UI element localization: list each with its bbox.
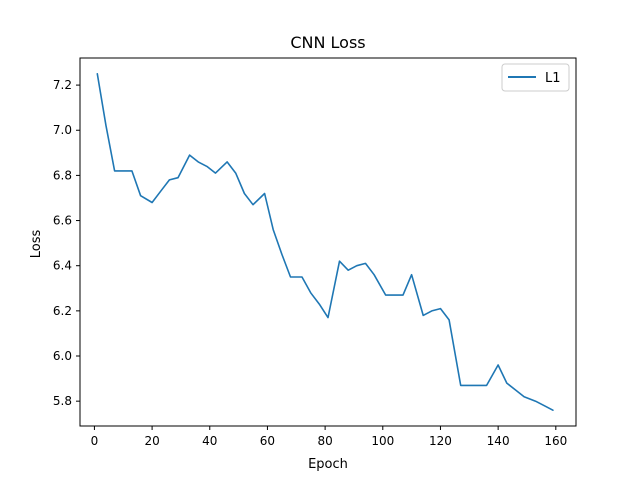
series-line-l1 [96, 73, 554, 412]
y-tick-label: 6.4 [53, 259, 72, 273]
x-axis-label: Epoch [308, 457, 348, 472]
y-tick-label: 6.6 [53, 214, 72, 228]
legend-label-l1: L1 [545, 71, 561, 86]
x-tick-label: 140 [487, 434, 510, 448]
y-tick-label: 6.0 [53, 349, 72, 363]
y-tick-label: 7.2 [53, 78, 72, 92]
x-axis-ticks: 0 20 40 60 80 100 120 140 160 [91, 426, 567, 448]
x-tick-label: 60 [260, 434, 275, 448]
x-tick-label: 120 [429, 434, 452, 448]
x-tick-label: 0 [91, 434, 99, 448]
series-layer [96, 73, 554, 412]
y-tick-label: 7.0 [53, 123, 72, 137]
chart-title: CNN Loss [290, 33, 365, 52]
y-tick-label: 6.8 [53, 168, 72, 182]
plot-frame [79, 57, 577, 427]
x-tick-label: 160 [544, 434, 567, 448]
legend: L1 [501, 63, 570, 92]
x-tick-label: 20 [144, 434, 159, 448]
x-tick-label: 100 [371, 434, 394, 448]
y-tick-label: 6.2 [53, 304, 72, 318]
x-tick-label: 80 [317, 434, 332, 448]
y-axis-ticks: 5.8 6.0 6.2 6.4 6.6 6.8 7.0 7.2 [53, 78, 80, 408]
x-tick-label: 40 [202, 434, 217, 448]
y-tick-label: 5.8 [53, 394, 72, 408]
y-axis-label: Loss [29, 230, 44, 259]
